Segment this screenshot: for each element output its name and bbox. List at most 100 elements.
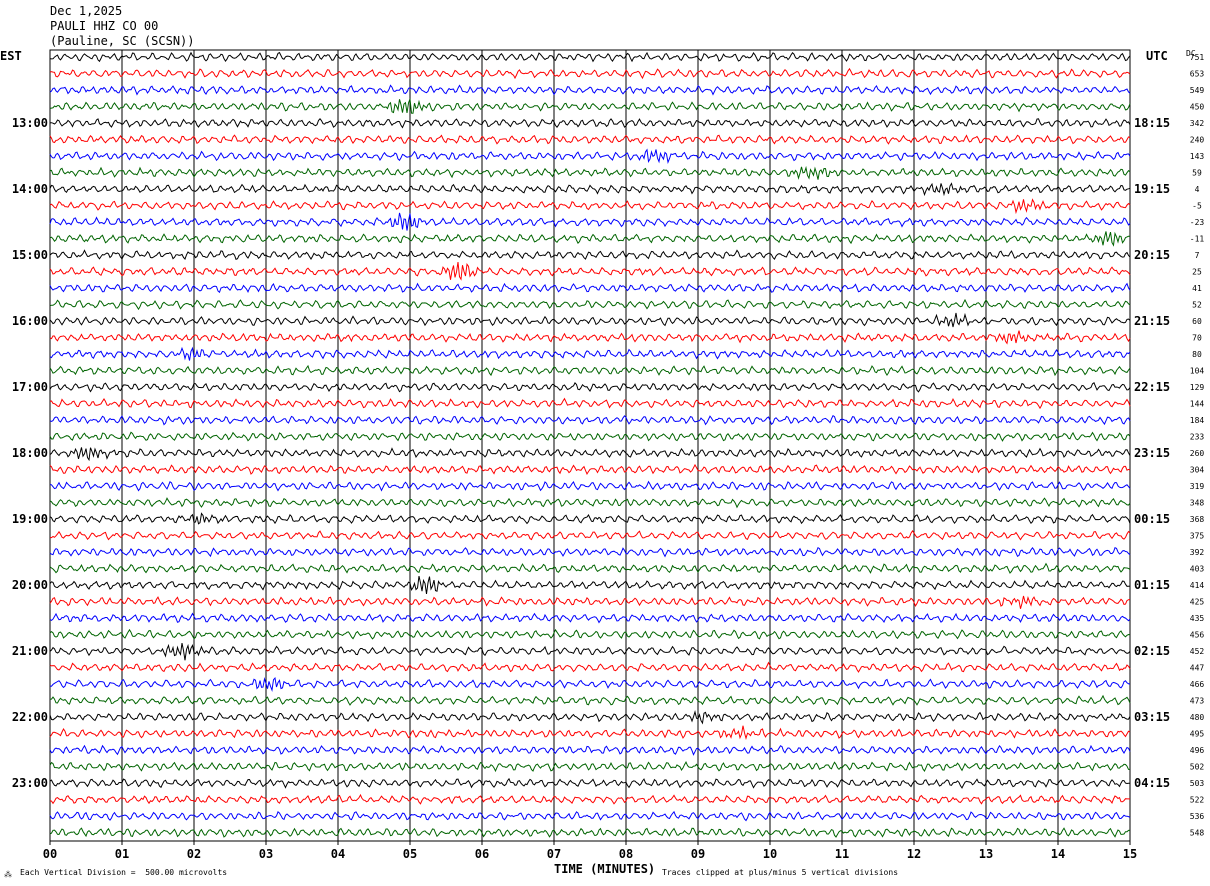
x-tick-label: 00 — [43, 847, 57, 861]
right-time-label: 22:15 — [1134, 380, 1170, 394]
dc-offset-label: 80 — [1192, 350, 1202, 359]
trace-2 — [49, 67, 1131, 80]
dc-offset-label: 495 — [1190, 730, 1205, 739]
left-time-label: 18:00 — [12, 446, 48, 460]
dc-offset-label: -11 — [1190, 235, 1205, 244]
dc-offset-label: 59 — [1192, 169, 1202, 178]
x-tick-label: 08 — [619, 847, 633, 861]
dc-offset-label: 522 — [1190, 796, 1205, 805]
trace-1 — [49, 51, 1131, 63]
dc-offset-label: 496 — [1190, 746, 1205, 755]
left-time-label: 20:00 — [12, 578, 48, 592]
left-time-label: 19:00 — [12, 512, 48, 526]
x-tick-label: 11 — [835, 847, 849, 861]
left-time-label: 23:00 — [12, 776, 48, 790]
trace-35 — [49, 612, 1131, 624]
trace-38 — [49, 661, 1131, 673]
trace-10 — [49, 198, 1131, 215]
dc-offset-label: 375 — [1190, 532, 1205, 541]
trace-43 — [49, 744, 1131, 756]
x-tick-label: 09 — [691, 847, 705, 861]
trace-44 — [49, 760, 1130, 773]
trace-30 — [49, 530, 1131, 541]
x-axis-title: TIME (MINUTES) — [554, 862, 656, 876]
dc-offset-label: 25 — [1192, 268, 1202, 277]
dc-offset-label: 466 — [1190, 680, 1205, 689]
trace-7 — [49, 148, 1131, 164]
dc-offset-label: 4 — [1195, 185, 1200, 194]
dc-offset-label: 549 — [1190, 86, 1205, 95]
trace-15 — [49, 282, 1131, 294]
left-time-label: 21:00 — [12, 644, 48, 658]
trace-29 — [49, 512, 1131, 525]
x-tick-label: 06 — [475, 847, 489, 861]
x-tick-label: 03 — [259, 847, 273, 861]
x-tick-label: 14 — [1051, 847, 1065, 861]
dc-offset-label: 536 — [1190, 812, 1205, 821]
x-tick-label: 01 — [115, 847, 129, 861]
trace-48 — [49, 827, 1131, 838]
trace-5 — [49, 118, 1131, 129]
trace-33 — [49, 575, 1131, 594]
x-tick-label: 15 — [1123, 847, 1137, 861]
dc-offset-label: -5 — [1192, 202, 1202, 211]
left-timezone-label: EST — [0, 49, 22, 63]
dc-offset-label: 473 — [1190, 697, 1205, 706]
clip-note: Traces clipped at plus/minus 5 vertical … — [662, 868, 899, 877]
dc-offset-label: 548 — [1190, 829, 1205, 838]
dc-offset-label: 456 — [1190, 631, 1205, 640]
x-tick-label: 10 — [763, 847, 777, 861]
dc-offset-label: 41 — [1192, 284, 1202, 293]
trace-46 — [49, 793, 1131, 805]
trace-4 — [49, 98, 1131, 114]
left-time-label: 22:00 — [12, 710, 48, 724]
dc-offset-label: 653 — [1190, 70, 1205, 79]
dc-offset-label: 368 — [1190, 515, 1205, 524]
dc-offset-label: 233 — [1190, 433, 1205, 442]
dc-offset-label: 70 — [1192, 334, 1202, 343]
trace-14 — [49, 262, 1131, 281]
dc-offset-label: 184 — [1190, 416, 1205, 425]
trace-13 — [49, 249, 1131, 260]
left-time-label: 15:00 — [12, 248, 48, 262]
dc-offset-label: 348 — [1190, 499, 1205, 508]
x-tick-label: 13 — [979, 847, 993, 861]
plot-frame — [49, 49, 1131, 842]
dc-offset-label: 143 — [1190, 152, 1205, 161]
trace-3 — [49, 84, 1131, 96]
right-time-label: 18:15 — [1134, 116, 1170, 130]
right-time-label: 20:15 — [1134, 248, 1170, 262]
trace-41 — [49, 709, 1131, 725]
dc-offset-label: 342 — [1190, 119, 1205, 128]
trace-11 — [49, 212, 1131, 231]
dc-offset-label: 450 — [1190, 103, 1205, 112]
station-location: (Pauline, SC (SCSN)) — [50, 34, 195, 48]
x-tick-label: 05 — [403, 847, 417, 861]
right-timezone-label: UTC — [1146, 49, 1168, 63]
right-time-label: 19:15 — [1134, 182, 1170, 196]
right-time-label: 21:15 — [1134, 314, 1170, 328]
trace-27 — [49, 480, 1131, 492]
dc-offset-label: 414 — [1190, 581, 1205, 590]
dc-offset-label: 52 — [1192, 301, 1202, 310]
trace-19 — [49, 346, 1131, 361]
dc-offset-label: 319 — [1190, 482, 1205, 491]
dc-offset-label: 452 — [1190, 647, 1205, 656]
dc-offset-label: 7 — [1195, 251, 1200, 260]
trace-18 — [49, 330, 1131, 345]
trace-8 — [49, 165, 1131, 180]
station-code: PAULI HHZ CO 00 — [50, 19, 159, 33]
trace-20 — [49, 364, 1131, 377]
trace-9 — [49, 182, 1131, 197]
dc-offset-label: 144 — [1190, 400, 1205, 409]
dc-offset-label: 129 — [1190, 383, 1205, 392]
corner-mark: ⁂ — [4, 870, 12, 879]
dc-offset-label: 104 — [1190, 367, 1205, 376]
trace-23 — [49, 414, 1131, 426]
dc-offset-label: 60 — [1192, 317, 1202, 326]
trace-17 — [49, 312, 1131, 328]
right-time-label: 02:15 — [1134, 644, 1170, 658]
dc-offset-label: 392 — [1190, 548, 1205, 557]
trace-26 — [49, 463, 1131, 475]
dc-offset-label: 240 — [1190, 136, 1205, 145]
